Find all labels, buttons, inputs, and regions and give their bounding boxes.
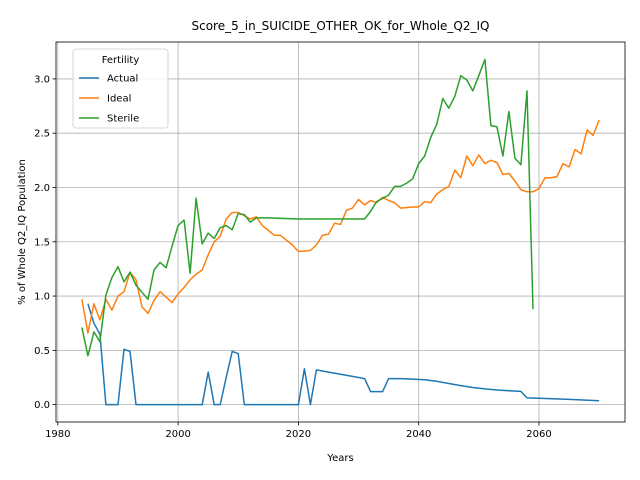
legend: Fertility Actual Ideal Sterile (72, 48, 169, 129)
series-line-actual (87, 303, 600, 406)
x-tick-label: 2000 (165, 429, 190, 440)
y-axis-label: % of Whole Q2_IQ Population (17, 159, 28, 305)
chart-title: Score_5_in_SUICIDE_OTHER_OK_for_Whole_Q2… (192, 19, 490, 33)
y-tick-label: 3.0 (34, 74, 50, 85)
series-line-ideal (81, 119, 600, 334)
y-tick-label: 2.5 (34, 129, 50, 140)
y-tick-label: 0.5 (34, 346, 50, 357)
y-tick-label: 0.0 (34, 400, 50, 411)
x-tick-label: 2020 (286, 429, 311, 440)
legend-box (72, 48, 169, 129)
x-tick-label: 1980 (45, 429, 70, 440)
legend-label-actual: Actual (107, 74, 138, 85)
y-tick-label: 1.0 (34, 292, 50, 303)
plot-frame (55, 41, 626, 423)
x-axis-ticks: 1980 2000 2020 2040 2060 (45, 422, 552, 440)
series-line-sterile (81, 58, 534, 357)
legend-label-ideal: Ideal (107, 94, 131, 105)
legend-entries: Actual Ideal Sterile (79, 74, 139, 125)
series-lines (81, 58, 600, 406)
y-tick-label: 1.5 (34, 237, 50, 248)
x-axis-label: Years (326, 453, 353, 464)
y-axis-ticks: 0.0 0.5 1.0 1.5 2.0 2.5 3.0 (34, 74, 56, 411)
x-tick-label: 2040 (406, 429, 431, 440)
y-tick-label: 2.0 (34, 183, 50, 194)
legend-label-sterile: Sterile (107, 114, 139, 125)
x-tick-label: 2060 (526, 429, 551, 440)
legend-title: Fertility (102, 55, 140, 66)
